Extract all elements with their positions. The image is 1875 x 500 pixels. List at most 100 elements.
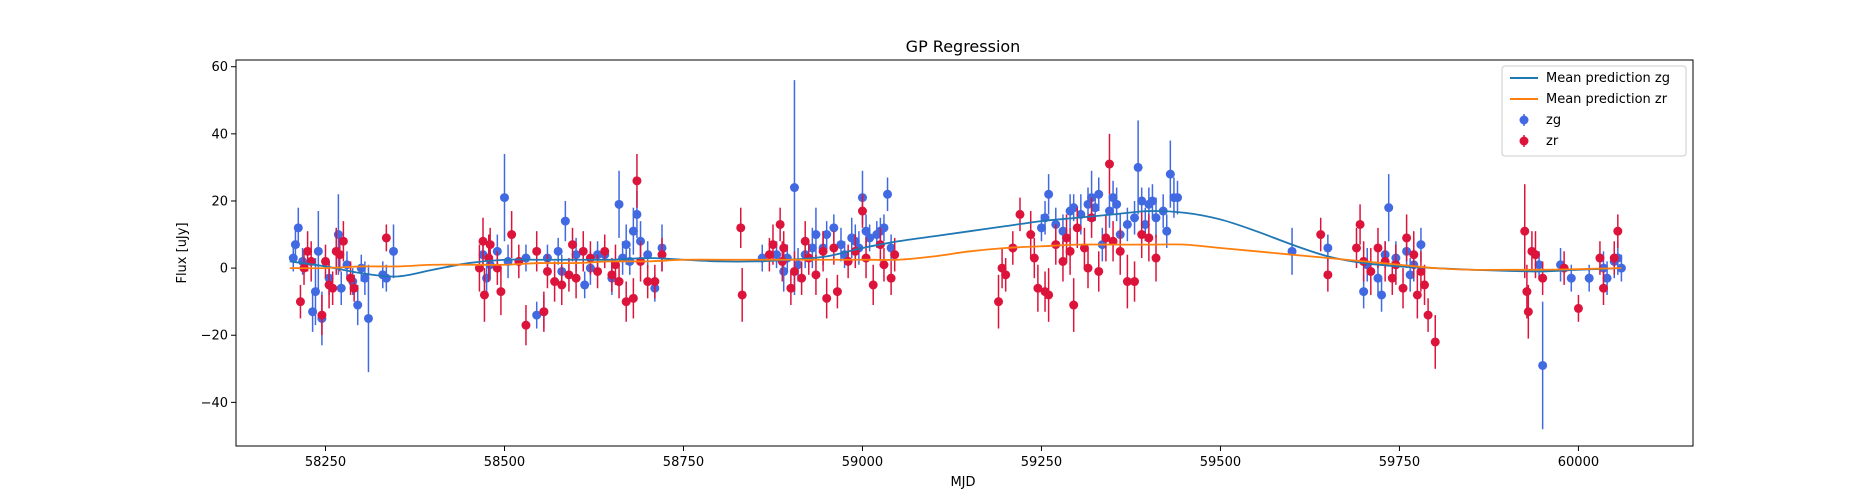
data-point <box>832 287 842 297</box>
data-point <box>557 280 567 290</box>
data-point <box>1373 243 1383 253</box>
data-point <box>632 176 642 186</box>
data-point <box>1520 226 1530 236</box>
x-tick-label: 59250 <box>1021 455 1062 470</box>
legend-label-zg: zg <box>1546 113 1561 128</box>
y-tick-label: 20 <box>211 194 228 209</box>
data-point <box>811 270 821 280</box>
data-point <box>890 250 900 260</box>
data-point <box>643 250 653 260</box>
data-point <box>1534 260 1544 270</box>
data-point <box>1051 240 1061 250</box>
data-point <box>360 273 370 283</box>
data-point <box>1137 196 1147 206</box>
data-point <box>797 273 807 283</box>
data-point <box>800 236 810 246</box>
data-point <box>865 233 875 243</box>
x-tick-label: 58750 <box>663 455 704 470</box>
data-point <box>492 263 502 273</box>
data-point <box>614 277 624 287</box>
data-point <box>313 246 323 256</box>
data-point <box>1062 233 1072 243</box>
data-point <box>1165 169 1175 179</box>
data-point <box>295 297 305 307</box>
data-point <box>1058 256 1068 266</box>
data-point <box>868 280 878 290</box>
data-point <box>632 209 642 219</box>
data-point <box>779 243 789 253</box>
data-point <box>1036 223 1046 233</box>
data-point <box>1522 287 1532 297</box>
data-point <box>1058 226 1068 236</box>
data-point <box>737 290 747 300</box>
data-point <box>1323 270 1333 280</box>
data-point <box>1595 253 1605 263</box>
y-tick-label: −20 <box>201 329 228 344</box>
data-point <box>1029 253 1039 263</box>
data-point <box>1412 290 1422 300</box>
data-point <box>1173 193 1183 203</box>
data-point <box>479 290 489 300</box>
legend-label-zr-mean: Mean prediction zr <box>1546 92 1668 107</box>
data-point <box>1026 230 1036 240</box>
data-point <box>539 307 549 317</box>
data-point <box>1409 250 1419 260</box>
data-point <box>328 283 338 293</box>
data-point <box>811 230 821 240</box>
data-point <box>657 250 667 260</box>
data-point <box>499 193 509 203</box>
data-point <box>1147 196 1157 206</box>
data-point <box>886 273 896 283</box>
data-point <box>1613 226 1623 236</box>
y-tick-label: 40 <box>211 127 228 142</box>
data-point <box>293 223 303 233</box>
data-point <box>507 230 517 240</box>
data-point <box>650 277 660 287</box>
y-tick-label: 60 <box>211 60 228 75</box>
data-point <box>542 266 552 276</box>
data-point <box>1083 199 1093 209</box>
data-point <box>1316 230 1326 240</box>
data-point <box>568 240 578 250</box>
data-point <box>335 250 345 260</box>
data-point <box>381 233 391 243</box>
data-point <box>1112 199 1122 209</box>
data-point <box>822 293 832 303</box>
chart-title: GP Regression <box>906 37 1021 56</box>
data-point <box>857 206 867 216</box>
data-point <box>336 283 346 293</box>
data-point <box>886 243 896 253</box>
data-point <box>1523 307 1533 317</box>
data-point <box>764 250 774 260</box>
data-point <box>1108 193 1118 203</box>
data-point <box>1530 250 1540 260</box>
data-point <box>550 277 560 287</box>
y-tick-label: −40 <box>201 396 228 411</box>
data-point <box>628 226 638 236</box>
legend-frame <box>1501 65 1687 157</box>
legend-swatch-zr-marker <box>1519 136 1529 146</box>
data-point <box>532 246 542 256</box>
data-point <box>1122 277 1132 287</box>
data-point <box>1069 203 1079 213</box>
data-point <box>1130 277 1140 287</box>
data-point <box>643 277 653 287</box>
data-point <box>861 253 871 263</box>
data-point <box>571 250 581 260</box>
data-point <box>1115 246 1125 256</box>
data-point <box>320 256 330 266</box>
data-point <box>614 199 624 209</box>
data-point <box>861 226 871 236</box>
data-point <box>1416 240 1426 250</box>
data-point <box>628 293 638 303</box>
data-point <box>1094 266 1104 276</box>
data-point <box>1033 283 1043 293</box>
data-point <box>607 270 617 280</box>
data-point <box>303 246 313 256</box>
y-tick-label: 0 <box>220 262 228 277</box>
data-point <box>1101 233 1111 243</box>
data-point <box>1087 213 1097 223</box>
data-point <box>1602 273 1612 283</box>
data-point <box>1416 266 1426 276</box>
